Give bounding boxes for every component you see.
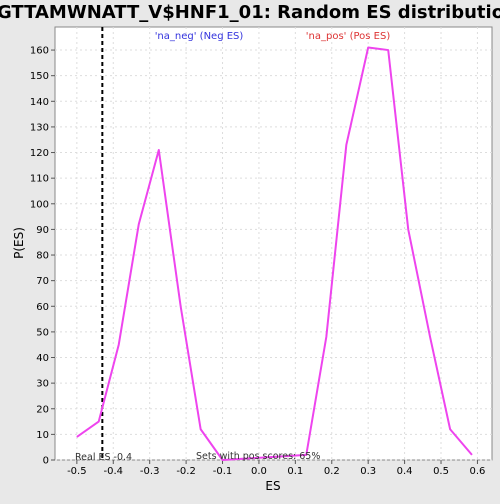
y-tick-label: 20	[36, 404, 49, 415]
chart-title: RGTTAMWNATT_V$HNF1_01: Random ES distrib…	[0, 2, 500, 23]
axis-ticks: 0 10 20 30 40 50 60 70 80 90 100 110 120 130 140 150 160…	[30, 46, 485, 477]
y-tick-label: 160	[30, 46, 49, 57]
x-tick-label: -0.1	[213, 466, 233, 477]
real-es-annotation: Real ES -0.4	[75, 452, 132, 463]
series	[76, 27, 473, 461]
x-tick-label: 0.5	[433, 466, 449, 477]
x-tick-label: 0.2	[324, 466, 340, 477]
pos-scores-annotation: Sets with pos scores: 65%	[196, 451, 320, 462]
y-tick-label: 70	[36, 276, 49, 287]
y-tick-label: 40	[36, 353, 49, 364]
y-tick-label: 10	[36, 430, 49, 441]
y-tick-label: 60	[36, 302, 49, 313]
y-tick-label: 110	[30, 174, 49, 185]
y-tick-label: 30	[36, 379, 49, 390]
x-tick-label: 0.1	[287, 466, 303, 477]
y-axis-label: P(ES)	[12, 227, 26, 259]
y-tick-label: 100	[30, 199, 49, 210]
x-tick-label: -0.5	[67, 466, 87, 477]
x-tick-label: 0.4	[397, 466, 413, 477]
y-tick-label: 130	[30, 122, 49, 133]
x-tick-label: -0.4	[104, 466, 124, 477]
y-tick-label: 0	[43, 456, 49, 467]
x-axis-label: ES	[265, 479, 280, 493]
y-tick-label: 80	[36, 251, 49, 262]
y-tick-label: 90	[36, 225, 49, 236]
y-tick-label: 150	[30, 71, 49, 82]
x-tick-label: 0.6	[469, 466, 485, 477]
y-tick-label: 50	[36, 327, 49, 338]
x-tick-label: -0.3	[140, 466, 160, 477]
y-tick-label: 120	[30, 148, 49, 159]
x-tick-label: 0.3	[360, 466, 376, 477]
grid	[55, 27, 492, 461]
y-tick-label: 140	[30, 97, 49, 108]
legend-pos-label: 'na_pos' (Pos ES)	[306, 31, 391, 42]
legend-neg-label: 'na_neg' (Neg ES)	[155, 31, 244, 42]
x-tick-label: 0.0	[251, 466, 267, 477]
plot-area	[54, 26, 493, 461]
es-distribution-line	[76, 46, 473, 461]
x-tick-label: -0.2	[176, 466, 196, 477]
